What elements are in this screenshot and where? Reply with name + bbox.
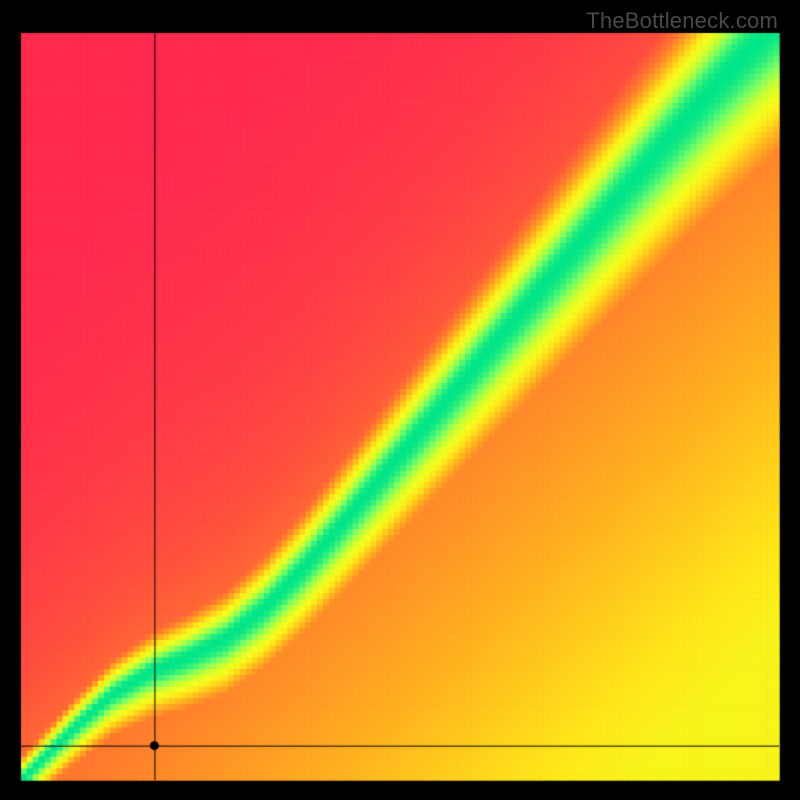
heatmap-canvas	[0, 0, 800, 800]
chart-container: TheBottleneck.com	[0, 0, 800, 800]
watermark-text: TheBottleneck.com	[586, 8, 778, 34]
